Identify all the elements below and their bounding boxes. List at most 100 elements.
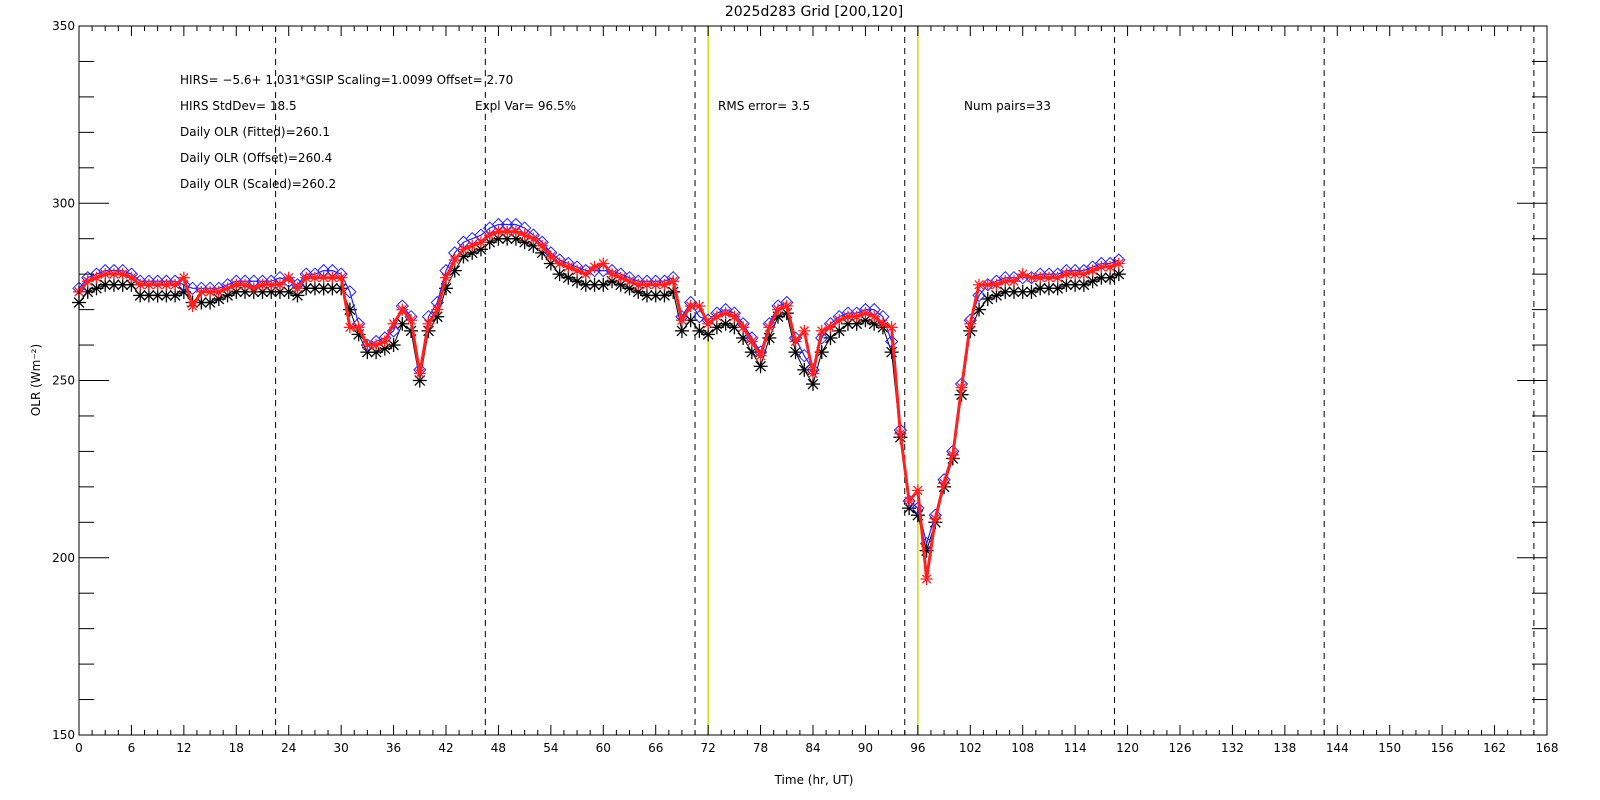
red-series-point (413, 367, 426, 380)
red-series-point (571, 264, 584, 277)
x-tick-label: 90 (858, 741, 873, 755)
red-series-point (614, 271, 627, 284)
red-series-point (920, 573, 933, 586)
red-series-point (745, 335, 758, 348)
red-series-point (335, 271, 348, 284)
y-tick-label: 350 (52, 19, 75, 33)
red-series-point (1051, 271, 1064, 284)
x-tick-label: 156 (1431, 741, 1454, 755)
red-series-point (702, 317, 715, 330)
red-series-point (929, 512, 942, 525)
annotation-daily-scaled: Daily OLR (Scaled)=260.2 (180, 177, 336, 191)
red-series-point (405, 314, 418, 327)
blue-series-point (911, 501, 925, 515)
red-series-point (719, 307, 732, 320)
red-series-point (291, 282, 304, 295)
x-tick-label: 168 (1536, 741, 1559, 755)
red-series-point (370, 339, 383, 352)
x-tick-label: 42 (438, 741, 453, 755)
x-tick-label: 30 (334, 741, 349, 755)
y-tick-label: 300 (52, 196, 75, 210)
x-tick-label: 144 (1326, 741, 1349, 755)
red-series-point (885, 321, 898, 334)
red-series-point (964, 317, 977, 330)
red-series-point (606, 268, 619, 281)
x-tick-label: 18 (229, 741, 244, 755)
red-series-point (457, 243, 470, 256)
black-series-point (1015, 284, 1030, 299)
red-series-point (894, 427, 907, 440)
red-series-point (553, 257, 566, 270)
x-tick-label: 108 (1011, 741, 1034, 755)
red-series-point (1086, 264, 1099, 277)
x-tick-label: 0 (75, 741, 83, 755)
red-series-point (798, 324, 811, 337)
red-series-point (1112, 257, 1125, 270)
red-series-point (387, 317, 400, 330)
red-series-point (527, 232, 540, 245)
red-series-point (518, 229, 531, 242)
red-series-point (946, 448, 959, 461)
red-series-point (693, 300, 706, 313)
red-series-point (772, 303, 785, 316)
red-series-point (649, 278, 662, 291)
x-tick-label: 138 (1273, 741, 1296, 755)
y-axis-label: OLR (Wm⁻²) (29, 344, 43, 416)
blue-series-point (185, 281, 200, 296)
chart-title: 2025d283 Grid [200,120] (725, 4, 903, 20)
red-series-point (789, 335, 802, 348)
red-series-point (623, 275, 636, 288)
red-series-point (763, 321, 776, 334)
red-series-point (466, 239, 479, 252)
red-series-point (1104, 261, 1117, 274)
red-series-point (396, 303, 409, 316)
red-series-point (422, 317, 435, 330)
red-series-point (282, 271, 295, 284)
reference-lines (275, 26, 1535, 735)
red-series-point (212, 285, 225, 298)
red-series-point (509, 225, 522, 238)
red-series-point (1077, 268, 1090, 281)
x-tick-label: 78 (753, 741, 768, 755)
y-tick-label: 200 (52, 551, 75, 565)
annotation-num-pairs: Num pairs=33 (964, 99, 1051, 113)
red-series-point (483, 229, 496, 242)
annotation-daily-fitted: Daily OLR (Fitted)=260.1 (180, 125, 330, 139)
blue-series-point (815, 331, 829, 345)
annotation-daily-offset: Daily OLR (Offset)=260.4 (180, 151, 332, 165)
x-tick-label: 12 (176, 741, 191, 755)
x-tick-label: 162 (1483, 741, 1506, 755)
red-series-point (317, 271, 330, 284)
y-tick-label: 250 (52, 374, 75, 388)
red-series-point (710, 310, 723, 323)
red-series-point (728, 310, 741, 323)
red-series-point (754, 349, 767, 362)
blue-series-point (884, 334, 899, 349)
red-series-point (1016, 268, 1029, 281)
black-series-point (1059, 277, 1074, 292)
red-series-point (562, 261, 575, 274)
red-series-point (536, 239, 549, 252)
blue-series-point (972, 288, 986, 303)
red-series-point (938, 477, 951, 490)
x-tick-label: 66 (648, 741, 663, 755)
red-series-point (204, 285, 217, 298)
black-series-point (674, 323, 689, 338)
red-series-point (378, 335, 391, 348)
red-series-point (807, 367, 819, 380)
red-series-point (850, 310, 863, 323)
red-series-point (667, 275, 680, 288)
red-series-point (588, 261, 601, 274)
red-series-point (824, 321, 837, 334)
red-series-point (833, 314, 846, 327)
red-series-point (169, 278, 182, 291)
red-series-point (177, 271, 190, 284)
red-series-point (780, 300, 793, 313)
red-series-point (221, 282, 234, 295)
red-series-point (273, 278, 286, 291)
red-series-point (544, 250, 557, 263)
red-series-point (579, 268, 592, 281)
black-series-point (307, 281, 322, 296)
red-series-point (90, 271, 103, 284)
